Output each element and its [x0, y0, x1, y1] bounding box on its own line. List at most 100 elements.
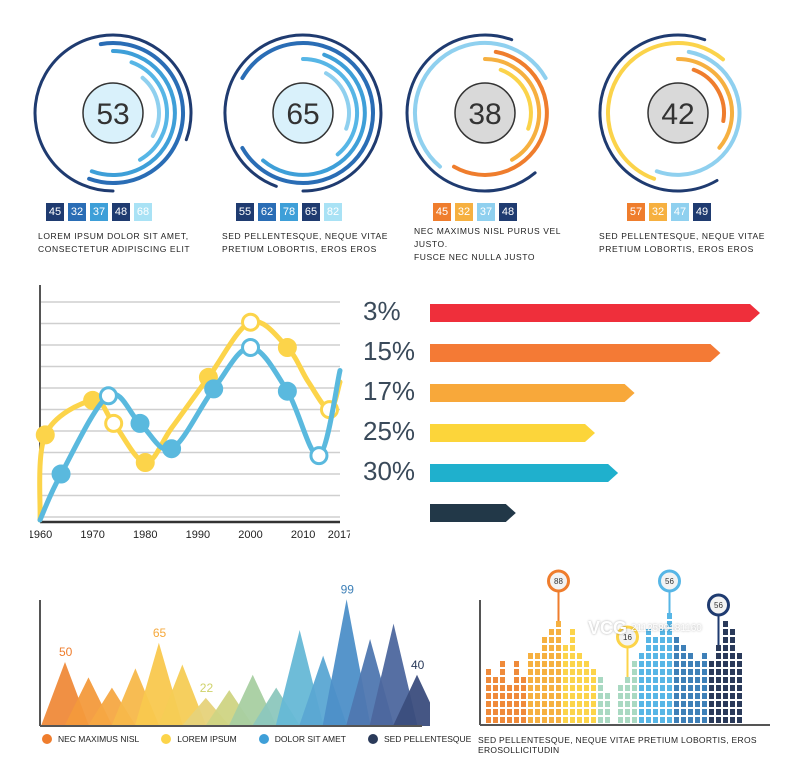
column-segment [556, 661, 561, 667]
column-segment [688, 717, 693, 723]
column-segment [695, 669, 700, 675]
column-segment [598, 709, 603, 715]
column-segment [591, 677, 596, 683]
column-segment [723, 669, 728, 675]
gauge-2-caption: SED PELLENTESQUE, NEQUE VITAE PRETIUM LO… [222, 230, 388, 256]
legend-swatch [367, 734, 378, 744]
column-segment [730, 685, 735, 691]
gauge-center-disc [454, 82, 516, 144]
column-segment [723, 645, 728, 651]
triangle-value-label: 22 [200, 681, 214, 695]
column-segment [563, 701, 568, 707]
gauge-value: 38 [468, 98, 501, 131]
column-segment [702, 701, 707, 707]
gauge-2-badges: 55 62 78 65 82 [236, 203, 342, 221]
column-segment [695, 685, 700, 691]
legend-swatch [42, 734, 52, 744]
column-segment [493, 717, 498, 723]
column-segment [667, 693, 672, 699]
gauge-value: 42 [661, 98, 694, 131]
column-segment [563, 669, 568, 675]
triangle-value-label: 50 [59, 645, 73, 659]
column-segment [737, 677, 742, 683]
column-segment [723, 701, 728, 707]
column-segment [556, 709, 561, 715]
column-segment [493, 709, 498, 715]
column-segment [709, 717, 714, 723]
series-marker [309, 446, 329, 466]
column-segment [500, 693, 505, 699]
gauge-3-rings: 38 [405, 33, 549, 193]
column-segment [493, 693, 498, 699]
column-segment [625, 677, 630, 683]
column-segment [528, 717, 533, 723]
column-segment [542, 709, 547, 715]
column-segment [653, 693, 658, 699]
column-segment [716, 701, 721, 707]
column-segment [716, 645, 721, 651]
column-segment [646, 709, 651, 715]
watermark-logo: VCG [588, 618, 628, 638]
gauge-ring-arc [405, 33, 537, 193]
gauge-1-caption-line-1: LOREM IPSUM DOLOR SIT AMET, [38, 231, 189, 241]
gauge-ring-arc [691, 67, 726, 123]
watermark-id: 2112589181160 [631, 623, 702, 634]
gauge-badge: 68 [134, 203, 152, 221]
column-segment [723, 709, 728, 715]
column-segment [681, 653, 686, 659]
gauge-4-caption-line-1: SED PELLENTESQUE, NEQUE VITAE [599, 231, 766, 241]
gauge-badge: 32 [649, 203, 667, 221]
gauge-ring-arc [89, 49, 177, 177]
column-segment [639, 709, 644, 715]
column-segment [577, 701, 582, 707]
column-segment [584, 709, 589, 715]
column-segment [653, 701, 658, 707]
column-segment [639, 653, 644, 659]
column-segment [591, 717, 596, 723]
column-segment [549, 701, 554, 707]
column-segment [563, 677, 568, 683]
column-segment [723, 653, 728, 659]
column-segment [709, 669, 714, 675]
column-segment [542, 685, 547, 691]
column-segment [521, 685, 526, 691]
column-segment [514, 669, 519, 675]
column-segment [716, 693, 721, 699]
column-segment [716, 653, 721, 659]
column-segment [674, 653, 679, 659]
column-segment [542, 653, 547, 659]
gauge-badge: 47 [671, 203, 689, 221]
column-segment [681, 717, 686, 723]
column-segment [514, 677, 519, 683]
column-segment [632, 661, 637, 667]
gauge-4: 42 57 32 47 49 SED PELLENTESQUE, NEQUE VITA… [585, 25, 775, 265]
column-segment [632, 701, 637, 707]
column-segment [737, 717, 742, 723]
series-marker [277, 381, 297, 401]
column-chart: 88 16 56 56 [479, 569, 770, 726]
gauge-value: 65 [286, 98, 319, 131]
column-segment [730, 677, 735, 683]
column-segment [549, 677, 554, 683]
gauge-badge: 48 [112, 203, 130, 221]
gauge-3-caption-line-2: FUSCE NEC NULLA JUSTO [414, 252, 536, 262]
column-segment [730, 637, 735, 643]
column-segment [570, 653, 575, 659]
column-segment [681, 685, 686, 691]
column-segment [535, 709, 540, 715]
gauge-2: 65 55 62 78 65 82 SED PELLENTESQUE, NEQUE VI… [210, 25, 400, 265]
column-segment [500, 669, 505, 675]
column-segment [549, 653, 554, 659]
gauge-badge: 82 [324, 203, 342, 221]
column-segment [486, 669, 491, 675]
column-segment [577, 669, 582, 675]
column-segment [660, 693, 665, 699]
column-segment [549, 717, 554, 723]
column-segment [556, 621, 561, 627]
series-marker [241, 338, 261, 357]
column-segment [702, 693, 707, 699]
column-segment [660, 661, 665, 667]
gauge-ring-arc [129, 60, 169, 162]
gauge-badge: 37 [477, 203, 495, 221]
column-segment [639, 693, 644, 699]
